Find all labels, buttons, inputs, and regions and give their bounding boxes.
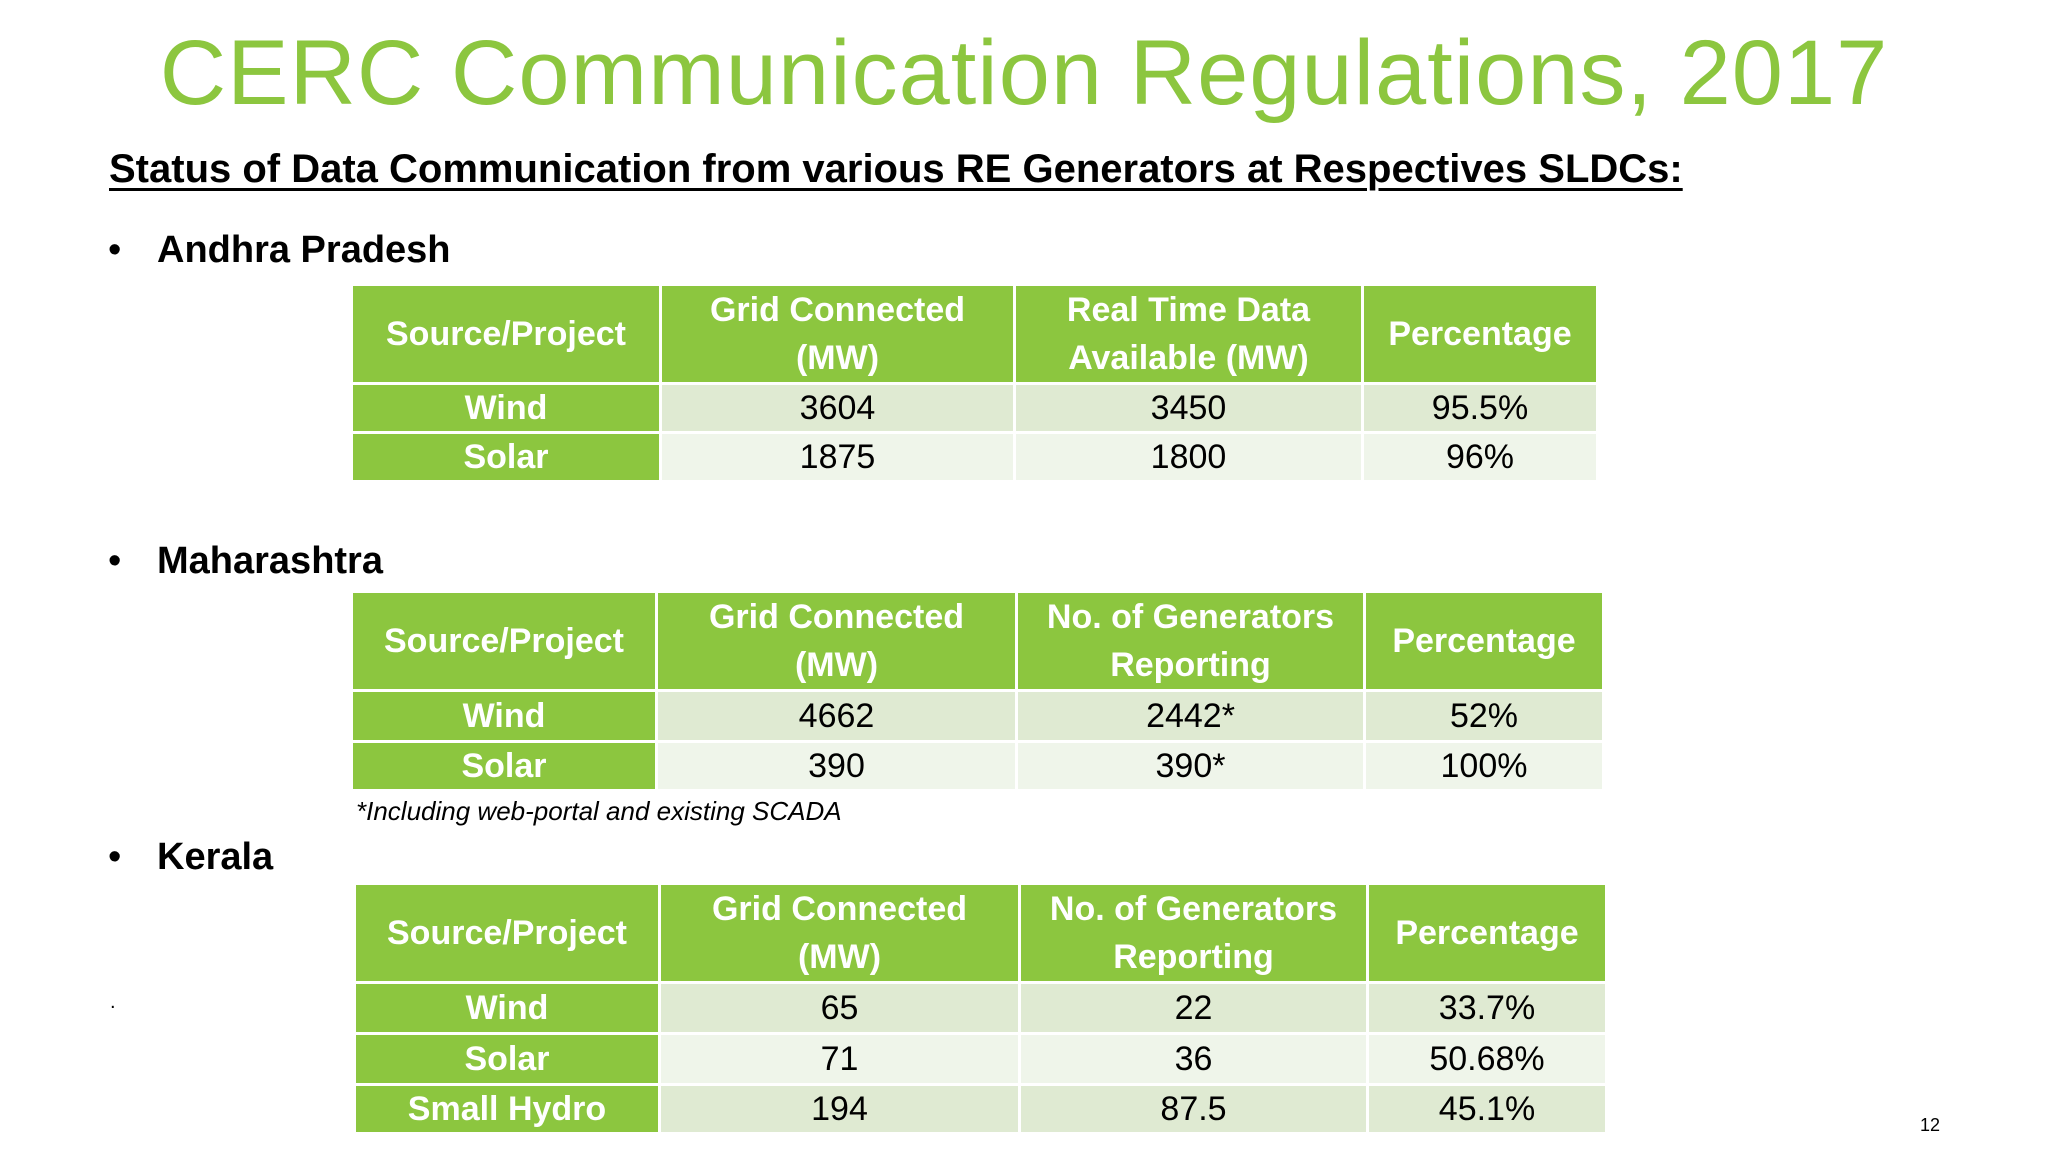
table-header-row: Source/Project Grid Connected (MW) No. o… [356, 885, 1605, 981]
value-cell: 52% [1366, 692, 1602, 740]
value-cell: 1800 [1016, 434, 1361, 480]
header-cell: Source/Project [353, 593, 655, 689]
header-cell: Source/Project [356, 885, 658, 981]
footnote: *Including web-portal and existing SCADA [356, 796, 842, 826]
table-row: Solar 71 36 50.68% [356, 1035, 1605, 1083]
header-cell: Percentage [1369, 885, 1605, 981]
header-cell: Percentage [1366, 593, 1602, 689]
header-cell: Percentage [1364, 286, 1596, 382]
value-cell: 3450 [1016, 385, 1361, 431]
andhra-pradesh-table: Source/Project Grid Connected (MW) Real … [350, 283, 1599, 483]
section-name: Maharashtra [157, 540, 383, 582]
bullet-icon: • [108, 836, 122, 878]
section-heading-maharashtra: • Maharashtra [108, 537, 383, 585]
section-name: Andhra Pradesh [157, 229, 451, 271]
value-cell: 87.5 [1021, 1086, 1366, 1132]
header-cell: Source/Project [353, 286, 659, 382]
slide-title: CERC Communication Regulations, 2017 [159, 22, 1889, 124]
value-cell: 100% [1366, 743, 1602, 789]
value-cell: 3604 [662, 385, 1013, 431]
header-cell: Grid Connected (MW) [661, 885, 1018, 981]
value-cell: 1875 [662, 434, 1013, 480]
maharashtra-table: Source/Project Grid Connected (MW) No. o… [350, 590, 1605, 792]
value-cell: 390 [658, 743, 1015, 789]
table-row: Wind 3604 3450 95.5% [353, 385, 1596, 431]
table-row: Wind 4662 2442* 52% [353, 692, 1602, 740]
bullet-icon: • [108, 540, 122, 582]
value-cell: 4662 [658, 692, 1015, 740]
source-cell: Wind [353, 385, 659, 431]
value-cell: 50.68% [1369, 1035, 1605, 1083]
stray-mark: . [110, 991, 116, 1013]
header-cell: No. of Generators Reporting [1021, 885, 1366, 981]
table-header-row: Source/Project Grid Connected (MW) No. o… [353, 593, 1602, 689]
page-number: 12 [1920, 1115, 1941, 1135]
source-cell: Solar [353, 743, 655, 789]
source-cell: Solar [353, 434, 659, 480]
value-cell: 22 [1021, 984, 1366, 1032]
table-row: Solar 390 390* 100% [353, 743, 1602, 789]
table-header-row: Source/Project Grid Connected (MW) Real … [353, 286, 1596, 382]
section-name: Kerala [157, 836, 274, 878]
source-cell: Wind [356, 984, 658, 1032]
source-cell: Small Hydro [356, 1086, 658, 1132]
value-cell: 194 [661, 1086, 1018, 1132]
section-heading-andhra-pradesh: • Andhra Pradesh [108, 226, 451, 274]
source-cell: Wind [353, 692, 655, 740]
header-cell: No. of Generators Reporting [1018, 593, 1363, 689]
value-cell: 2442* [1018, 692, 1363, 740]
section-heading-kerala: • Kerala [108, 833, 273, 881]
kerala-table: Source/Project Grid Connected (MW) No. o… [353, 882, 1608, 1135]
value-cell: 390* [1018, 743, 1363, 789]
header-cell: Grid Connected (MW) [658, 593, 1015, 689]
value-cell: 71 [661, 1035, 1018, 1083]
slide-subtitle: Status of Data Communication from variou… [109, 147, 1683, 191]
value-cell: 33.7% [1369, 984, 1605, 1032]
table-row: Wind 65 22 33.7% [356, 984, 1605, 1032]
source-cell: Solar [356, 1035, 658, 1083]
value-cell: 95.5% [1364, 385, 1596, 431]
value-cell: 36 [1021, 1035, 1366, 1083]
table-row: Small Hydro 194 87.5 45.1% [356, 1086, 1605, 1132]
header-cell: Real Time Data Available (MW) [1016, 286, 1361, 382]
value-cell: 96% [1364, 434, 1596, 480]
value-cell: 65 [661, 984, 1018, 1032]
value-cell: 45.1% [1369, 1086, 1605, 1132]
table-row: Solar 1875 1800 96% [353, 434, 1596, 480]
header-cell: Grid Connected (MW) [662, 286, 1013, 382]
bullet-icon: • [108, 229, 122, 271]
